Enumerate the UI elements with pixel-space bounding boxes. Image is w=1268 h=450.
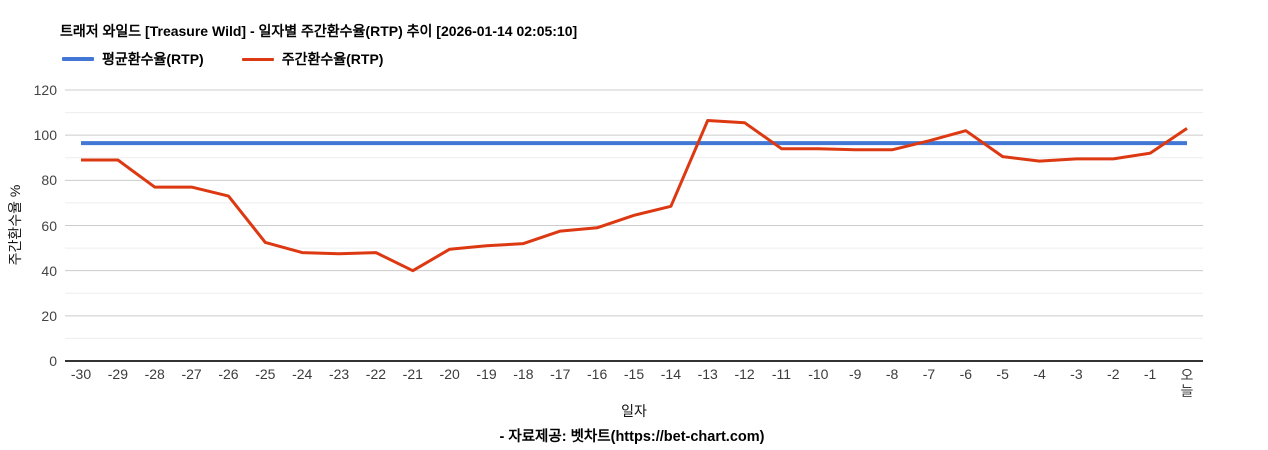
- x-tick-label: -20: [439, 366, 460, 382]
- legend-label: 주간환수율(RTP): [281, 51, 384, 67]
- y-tick-label: 60: [41, 217, 57, 234]
- legend-line-swatch: [241, 57, 274, 61]
- x-tick-label: -13: [697, 366, 718, 382]
- x-tick-label: -9: [848, 366, 862, 382]
- x-tick-label: -10: [808, 366, 829, 382]
- chart-legend: 평균환수율(RTP) 주간환수율(RTP): [62, 49, 383, 69]
- x-tick-label: -3: [1070, 366, 1083, 382]
- x-tick-label: -21: [402, 366, 423, 382]
- x-tick-label: -23: [328, 366, 350, 382]
- x-tick-label: -6: [959, 366, 973, 382]
- weekly-rtp-line: [81, 119, 1188, 273]
- x-tick-label: -25: [255, 366, 276, 382]
- y-tick-label: 80: [41, 172, 57, 189]
- x-tick-label: -22: [365, 366, 387, 382]
- x-tick-label: -11: [771, 366, 792, 382]
- legend-line-swatch: [62, 57, 94, 61]
- y-tick-label: 100: [33, 127, 57, 144]
- legend-item-weekly-rtp: 주간환수율(RTP): [241, 49, 384, 69]
- x-axis-title: 일자: [621, 403, 647, 419]
- y-tick-label: 0: [49, 353, 57, 369]
- legend-item-average-rtp: 평균환수율(RTP): [62, 49, 204, 69]
- x-tick-label: -27: [181, 366, 202, 382]
- legend-label: 평균환수율(RTP): [102, 51, 204, 67]
- y-tick-label: 40: [41, 262, 57, 279]
- x-tick-label: -24: [292, 366, 313, 382]
- x-tick-label: -19: [476, 366, 497, 382]
- x-tick-label: -1: [1143, 366, 1157, 382]
- y-axis-title: 주간환수율 %: [7, 184, 23, 266]
- x-tick-label: -18: [513, 366, 534, 382]
- y-tick-label: 20: [41, 307, 57, 324]
- x-tick-label: -17: [550, 366, 571, 382]
- x-tick-label: -2: [1107, 366, 1120, 382]
- x-tick-label: -16: [587, 366, 608, 382]
- x-tick-label: -8: [885, 366, 899, 382]
- x-tick-label: -14: [660, 366, 681, 382]
- x-tick-label: -28: [144, 366, 165, 382]
- x-tick-label: -30: [70, 366, 92, 382]
- y-tick-label: 120: [33, 82, 57, 98]
- x-tick-label: -12: [734, 366, 755, 382]
- x-tick-label: -5: [996, 366, 1009, 382]
- x-tick-label: -29: [107, 366, 128, 382]
- x-tick-label: -15: [623, 366, 645, 382]
- x-tick-label: -7: [922, 366, 936, 382]
- x-tick-label: -4: [1033, 366, 1046, 382]
- data-source-credit: - 자료제공: 벳차트(https://bet-chart.com): [499, 429, 765, 445]
- chart-title: 트래저 와일드 [Treasure Wild] - 일자별 주간환수율(RTP)…: [60, 23, 578, 39]
- x-tick-label: -26: [218, 366, 239, 382]
